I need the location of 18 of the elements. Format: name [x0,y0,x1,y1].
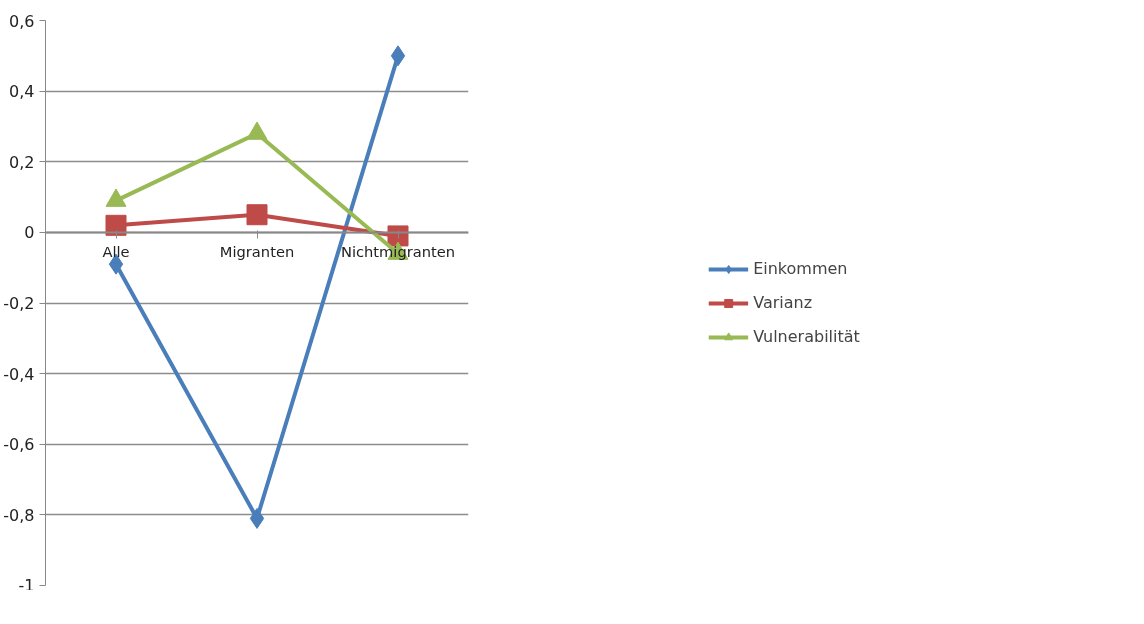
point [390,45,406,67]
y-tick-label: 0,6 [9,11,35,31]
point [105,214,127,236]
x-tick-label: Migranten [219,243,295,261]
y-tick-label: -0,8 [3,505,35,525]
point [249,507,265,529]
x-tick-label: Alle [102,243,130,261]
legend-label: Varianz [753,293,813,312]
y-tick-label: -1 [18,575,35,595]
legend-label: Vulnerabilität [753,327,860,346]
point [246,204,268,226]
y-tick-label: -0,4 [3,364,35,384]
y-tick-label: 0,2 [9,152,35,172]
y-tick-label: -0,2 [3,294,35,313]
y-tick-label: 0,4 [9,82,35,102]
y-tick-label: 0 [24,223,35,243]
legend-label: Einkommen [753,259,848,278]
y-tick-label: -0,6 [3,435,35,455]
